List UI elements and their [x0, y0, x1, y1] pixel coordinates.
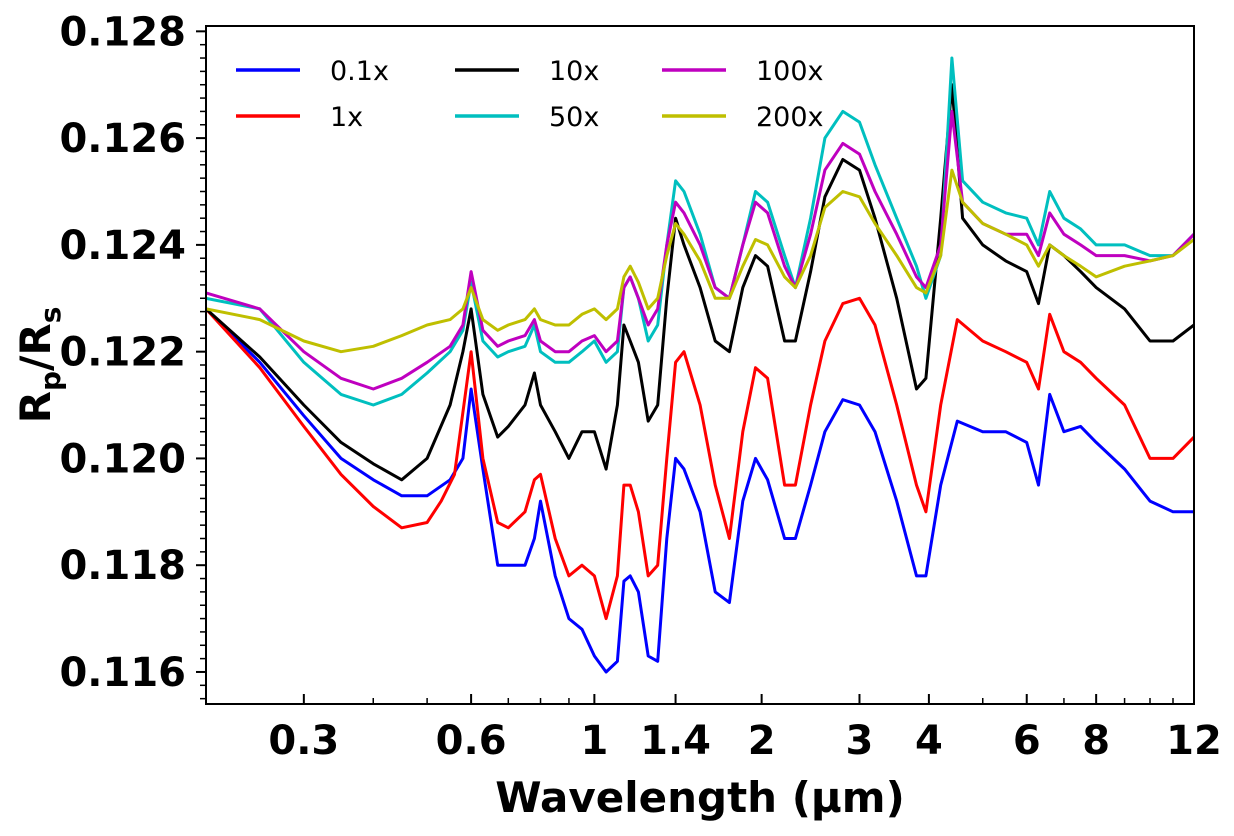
legend-label-100x: 100x [756, 56, 824, 87]
y-tick-label-6: 0.128 [59, 9, 186, 55]
x-tick-label-2: 1 [580, 718, 608, 764]
x-tick-label-6: 4 [915, 718, 943, 764]
x-tick-label-0: 0.3 [268, 718, 339, 764]
legend-label-200x: 200x [756, 102, 824, 133]
legend-label-1x: 1x [330, 102, 363, 133]
y-tick-label-4: 0.124 [59, 223, 186, 269]
x-axis-label: Wavelength (μm) [495, 773, 905, 822]
series-line-200x [206, 168, 1194, 354]
y-tick-label-0: 0.116 [59, 650, 186, 696]
plot-frame [205, 25, 1195, 705]
y-tick-label-5: 0.126 [59, 116, 186, 162]
y-label-sub-p: p [34, 371, 67, 391]
series-layer [206, 56, 1194, 674]
y-label-main: R [11, 391, 60, 423]
y-axis-label: Rp/Rs [11, 307, 67, 424]
axes: 0.3 0.6 1 1.4 2 3 4 6 8 12 0.116 0.118 0.120 0.122 0.1… [59, 9, 1221, 764]
y-tick-label-2: 0.120 [59, 436, 186, 482]
y-label-slash: /R [11, 323, 60, 371]
svg-text:Rp/Rs: Rp/Rs [11, 307, 67, 424]
legend: 0.1x 1x 10x 50x 100x 200x [236, 56, 824, 133]
series-line-50x [206, 56, 1194, 407]
x-tick-label-7: 6 [1013, 718, 1041, 764]
series-line-0.1x [206, 307, 1194, 674]
series-line-1x [206, 296, 1194, 621]
x-tick-label-1: 0.6 [436, 718, 507, 764]
legend-label-10x: 10x [549, 56, 599, 87]
x-tick-label-5: 3 [846, 718, 874, 764]
x-tick-label-3: 1.4 [640, 718, 711, 764]
y-tick-label-3: 0.122 [59, 330, 186, 376]
x-tick-label-4: 2 [748, 718, 776, 764]
x-tick-label-8: 8 [1082, 718, 1110, 764]
y-tick-label-1: 0.118 [59, 543, 186, 589]
y-label-sub-s: s [34, 307, 67, 324]
series-line-10x [206, 83, 1194, 482]
x-tick-label-9: 12 [1166, 718, 1222, 764]
legend-label-50x: 50x [549, 102, 599, 133]
legend-label-0.1x: 0.1x [330, 56, 389, 87]
